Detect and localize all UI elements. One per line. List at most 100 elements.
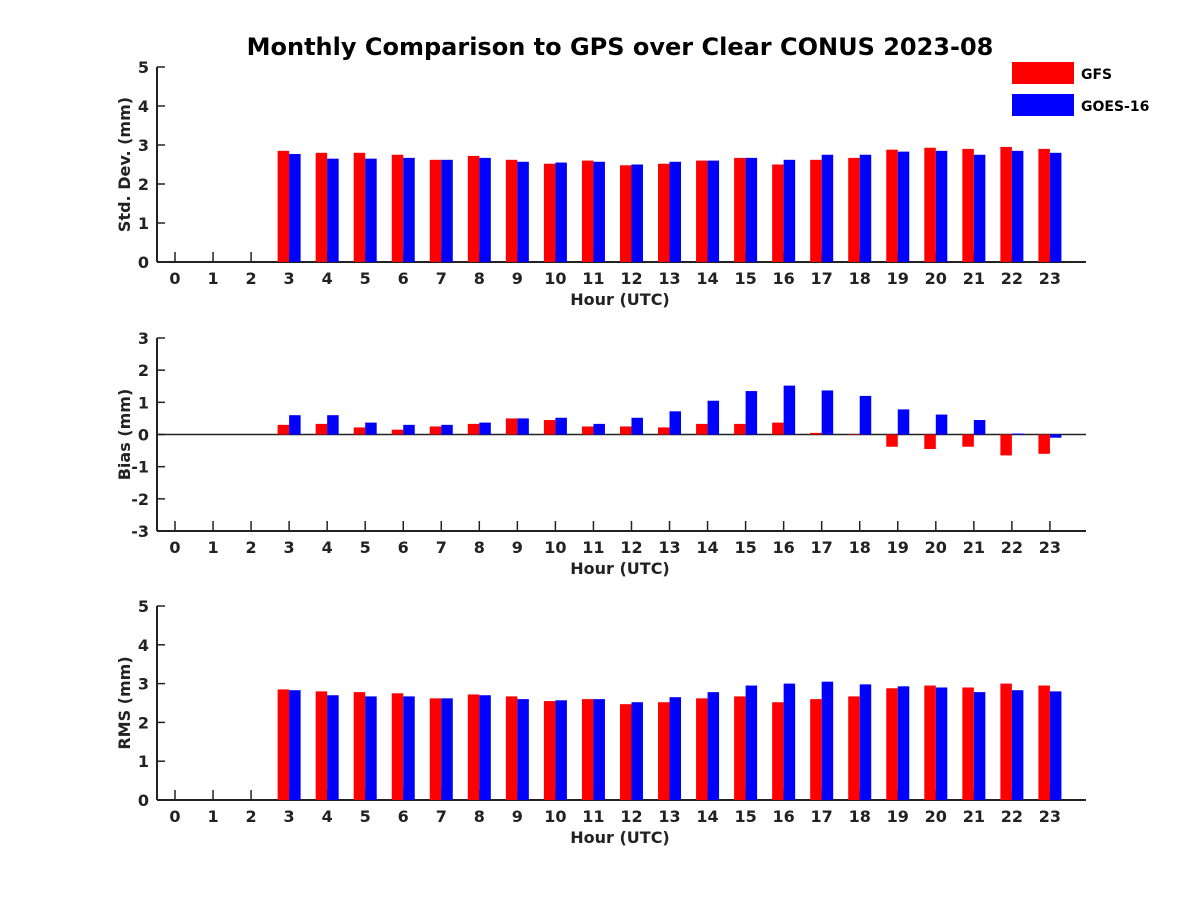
x-tick-label: 20 xyxy=(925,807,947,826)
bar-gfs-hour-12 xyxy=(619,426,632,435)
bar-goes16-hour-5 xyxy=(365,158,377,262)
x-tick-label: 8 xyxy=(474,807,485,826)
ylabel-std-dev: Std. Dev. (mm) xyxy=(115,97,134,232)
bar-goes16-hour-6 xyxy=(403,157,415,262)
x-tick-label: 18 xyxy=(849,807,871,826)
bar-goes16-hour-17 xyxy=(821,390,834,435)
bar-gfs-hour-23 xyxy=(1038,434,1050,454)
x-tick-label: 6 xyxy=(398,269,409,288)
x-tick-label: 16 xyxy=(773,538,795,557)
x-tick-label: 1 xyxy=(207,269,218,288)
bar-gfs-hour-20 xyxy=(924,685,936,800)
bar-gfs-hour-11 xyxy=(581,426,594,435)
bar-gfs-hour-16 xyxy=(772,702,784,800)
bar-gfs-hour-16 xyxy=(772,164,784,262)
bar-gfs-hour-18 xyxy=(848,434,860,435)
y-tick-label: 3 xyxy=(138,675,149,694)
y-tick-label: 4 xyxy=(138,636,149,655)
ylabel-rms: RMS (mm) xyxy=(115,656,134,749)
x-tick-label: 12 xyxy=(620,807,642,826)
y-tick-label: -1 xyxy=(131,458,149,477)
x-tick-label: 19 xyxy=(887,807,909,826)
bar-gfs-hour-8 xyxy=(467,155,480,262)
bar-gfs-hour-5 xyxy=(353,152,366,262)
x-tick-label: 8 xyxy=(474,269,485,288)
bar-gfs-hour-4 xyxy=(315,152,328,262)
x-tick-label: 0 xyxy=(169,269,180,288)
bar-gfs-hour-23 xyxy=(1038,148,1050,262)
bar-gfs-hour-22 xyxy=(1000,434,1012,456)
x-tick-label: 10 xyxy=(544,538,566,557)
y-tick-label: 1 xyxy=(138,393,149,412)
bar-gfs-hour-13 xyxy=(658,427,670,435)
x-tick-label: 9 xyxy=(512,807,523,826)
x-tick-label: 16 xyxy=(773,269,795,288)
bar-gfs-hour-6 xyxy=(391,693,404,800)
x-tick-label: 6 xyxy=(398,807,409,826)
bar-goes16-hour-23 xyxy=(1049,434,1062,438)
bar-goes16-hour-3 xyxy=(289,415,301,435)
x-tick-label: 7 xyxy=(436,807,447,826)
bar-gfs-hour-13 xyxy=(658,163,670,262)
bar-goes16-hour-12 xyxy=(631,417,643,435)
x-tick-label: 6 xyxy=(398,538,409,557)
bar-gfs-hour-12 xyxy=(619,704,632,800)
bar-gfs-hour-14 xyxy=(696,160,708,262)
bar-goes16-hour-20 xyxy=(935,414,948,435)
bar-goes16-hour-12 xyxy=(631,164,643,262)
bar-goes16-hour-18 xyxy=(859,684,872,800)
x-tick-label: 13 xyxy=(658,538,680,557)
y-tick-label: -3 xyxy=(131,522,149,541)
bar-goes16-hour-6 xyxy=(403,696,415,800)
bar-goes16-hour-17 xyxy=(821,154,834,262)
bar-goes16-hour-14 xyxy=(707,400,720,435)
x-tick-label: 7 xyxy=(436,538,447,557)
x-tick-label: 14 xyxy=(696,269,718,288)
bar-goes16-hour-19 xyxy=(897,151,910,262)
bar-goes16-hour-18 xyxy=(859,154,872,262)
bar-goes16-hour-15 xyxy=(745,391,758,435)
bar-gfs-hour-16 xyxy=(772,422,784,435)
bar-goes16-hour-13 xyxy=(669,411,682,435)
bar-goes16-hour-8 xyxy=(479,422,491,435)
y-tick-label: 1 xyxy=(138,214,149,233)
x-tick-label: 17 xyxy=(811,807,833,826)
x-tick-label: 2 xyxy=(246,538,257,557)
y-tick-label: 3 xyxy=(138,329,149,348)
bar-gfs-hour-6 xyxy=(391,429,404,435)
bar-goes16-hour-23 xyxy=(1049,691,1062,800)
xlabel-rms: Hour (UTC) xyxy=(570,828,670,847)
bar-goes16-hour-7 xyxy=(441,698,453,800)
x-tick-label: 16 xyxy=(773,807,795,826)
bar-goes16-hour-3 xyxy=(289,153,301,262)
bar-gfs-hour-3 xyxy=(277,150,290,262)
bar-gfs-hour-20 xyxy=(924,147,936,262)
bar-goes16-hour-20 xyxy=(935,150,948,262)
x-tick-label: 13 xyxy=(658,807,680,826)
legend-label-goes16: GOES-16 xyxy=(1081,99,1149,115)
bar-gfs-hour-14 xyxy=(696,698,708,800)
y-tick-label: 2 xyxy=(138,713,149,732)
bar-goes16-hour-9 xyxy=(517,418,529,435)
x-tick-label: 20 xyxy=(925,538,947,557)
bar-gfs-hour-15 xyxy=(734,696,746,800)
x-tick-label: 4 xyxy=(322,269,333,288)
bar-goes16-hour-10 xyxy=(555,700,567,800)
x-tick-label: 11 xyxy=(582,538,604,557)
legend: GFS GOES-16 xyxy=(1012,62,1149,116)
x-tick-label: 15 xyxy=(734,807,756,826)
x-tick-label: 21 xyxy=(963,538,985,557)
x-tick-label: 3 xyxy=(284,269,295,288)
x-tick-label: 1 xyxy=(207,538,218,557)
ylabel-bias: Bias (mm) xyxy=(115,389,134,481)
bar-goes16-hour-23 xyxy=(1049,152,1062,262)
bar-goes16-hour-21 xyxy=(973,420,986,435)
bar-gfs-hour-19 xyxy=(886,688,898,800)
bar-goes16-hour-10 xyxy=(555,162,567,262)
bar-goes16-hour-17 xyxy=(821,681,834,800)
bar-goes16-hour-10 xyxy=(555,417,567,435)
bar-goes16-hour-15 xyxy=(745,685,758,800)
x-tick-label: 12 xyxy=(620,269,642,288)
